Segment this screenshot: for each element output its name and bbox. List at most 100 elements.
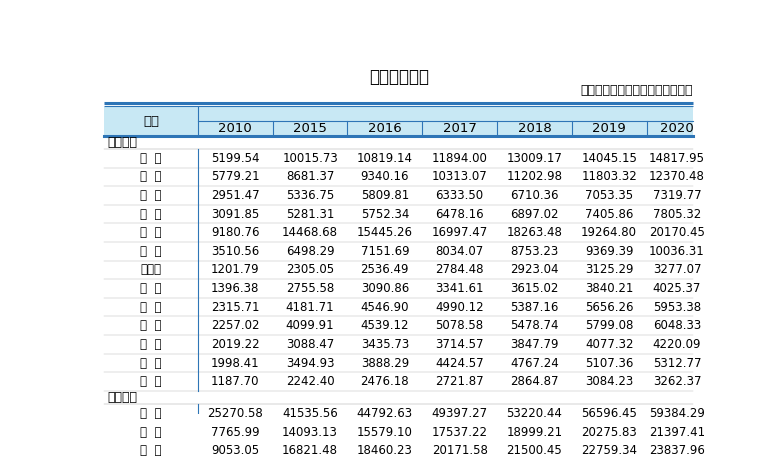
- Text: 21500.45: 21500.45: [506, 445, 562, 458]
- Text: 15445.26: 15445.26: [357, 226, 413, 239]
- Text: 5312.77: 5312.77: [653, 357, 701, 370]
- Text: 泰  州: 泰 州: [141, 357, 162, 370]
- Text: 镇  江: 镇 江: [141, 338, 162, 351]
- Text: 9180.76: 9180.76: [211, 226, 260, 239]
- Text: 1201.79: 1201.79: [211, 264, 260, 276]
- Text: 5809.81: 5809.81: [361, 189, 409, 202]
- Text: 17537.22: 17537.22: [432, 426, 488, 439]
- Text: 10015.73: 10015.73: [282, 152, 338, 165]
- Text: 10313.07: 10313.07: [432, 170, 488, 183]
- Text: 5107.36: 5107.36: [585, 357, 633, 370]
- Text: 扬  州: 扬 州: [141, 319, 162, 332]
- Text: 59384.29: 59384.29: [649, 407, 705, 420]
- Text: 常  州: 常 州: [141, 207, 162, 220]
- Text: 41535.56: 41535.56: [282, 407, 338, 420]
- Text: 6897.02: 6897.02: [510, 207, 559, 220]
- Text: 19264.80: 19264.80: [581, 226, 637, 239]
- Text: 2536.49: 2536.49: [361, 264, 409, 276]
- Text: 4220.09: 4220.09: [653, 338, 701, 351]
- Text: 3091.85: 3091.85: [211, 207, 259, 220]
- Text: 22759.34: 22759.34: [581, 445, 637, 458]
- Text: 5478.74: 5478.74: [510, 319, 559, 332]
- Text: 5281.31: 5281.31: [286, 207, 335, 220]
- Text: 21397.41: 21397.41: [649, 426, 705, 439]
- Text: 11202.98: 11202.98: [506, 170, 562, 183]
- Text: 2784.48: 2784.48: [436, 264, 484, 276]
- Text: 9053.05: 9053.05: [212, 445, 259, 458]
- Text: 2019: 2019: [592, 122, 626, 135]
- Text: 2305.05: 2305.05: [286, 264, 335, 276]
- Text: 苏  北: 苏 北: [141, 445, 162, 458]
- Text: 2019.22: 2019.22: [211, 338, 260, 351]
- Text: 3840.21: 3840.21: [585, 282, 633, 295]
- Text: 本表按当年价格计算，单位：亿元: 本表按当年价格计算，单位：亿元: [580, 85, 693, 98]
- Text: 2864.87: 2864.87: [510, 375, 559, 388]
- Text: 6478.16: 6478.16: [436, 207, 484, 220]
- Text: 25270.58: 25270.58: [208, 407, 263, 420]
- Text: 7319.77: 7319.77: [653, 189, 701, 202]
- Text: 3084.23: 3084.23: [585, 375, 633, 388]
- Text: 10036.31: 10036.31: [649, 245, 705, 258]
- Text: 苏  南: 苏 南: [141, 407, 162, 420]
- Text: 3615.02: 3615.02: [510, 282, 559, 295]
- Text: 4099.91: 4099.91: [286, 319, 335, 332]
- Text: 宿  迁: 宿 迁: [141, 375, 162, 388]
- Text: 2017: 2017: [443, 122, 477, 135]
- Text: 1187.70: 1187.70: [211, 375, 260, 388]
- Text: 7053.35: 7053.35: [585, 189, 633, 202]
- Text: 按区域分: 按区域分: [107, 391, 137, 404]
- Text: 3494.93: 3494.93: [286, 357, 335, 370]
- Text: 1396.38: 1396.38: [211, 282, 260, 295]
- Text: 49397.27: 49397.27: [432, 407, 488, 420]
- Text: 5078.58: 5078.58: [436, 319, 484, 332]
- Text: 2315.71: 2315.71: [211, 301, 260, 314]
- Text: 18263.48: 18263.48: [506, 226, 562, 239]
- Text: 20275.83: 20275.83: [581, 426, 637, 439]
- Text: 8753.23: 8753.23: [510, 245, 559, 258]
- Text: 5199.54: 5199.54: [211, 152, 260, 165]
- Text: 按地区分: 按地区分: [107, 136, 137, 149]
- Text: 3847.79: 3847.79: [510, 338, 559, 351]
- Text: 4767.24: 4767.24: [510, 357, 559, 370]
- Text: 3714.57: 3714.57: [436, 338, 484, 351]
- Text: 4025.37: 4025.37: [653, 282, 701, 295]
- Text: 地区: 地区: [143, 114, 159, 127]
- Text: 15579.10: 15579.10: [357, 426, 413, 439]
- Text: 2721.87: 2721.87: [436, 375, 484, 388]
- Text: 4546.90: 4546.90: [361, 301, 409, 314]
- Text: 18999.21: 18999.21: [506, 426, 562, 439]
- Text: 地区生产总值: 地区生产总值: [369, 68, 429, 86]
- Text: 苏  中: 苏 中: [141, 426, 162, 439]
- Text: 2010: 2010: [219, 122, 252, 135]
- Text: 5752.34: 5752.34: [361, 207, 409, 220]
- Text: 3435.73: 3435.73: [361, 338, 409, 351]
- Text: 10819.14: 10819.14: [357, 152, 413, 165]
- Text: 2020: 2020: [660, 122, 694, 135]
- Text: 3888.29: 3888.29: [361, 357, 409, 370]
- Text: 6498.29: 6498.29: [286, 245, 335, 258]
- Text: 44792.63: 44792.63: [357, 407, 413, 420]
- Text: 14468.68: 14468.68: [282, 226, 338, 239]
- Text: 11803.32: 11803.32: [581, 170, 637, 183]
- Text: 16997.47: 16997.47: [432, 226, 488, 239]
- Text: 9340.16: 9340.16: [361, 170, 409, 183]
- Text: 9369.39: 9369.39: [585, 245, 633, 258]
- Text: 3090.86: 3090.86: [361, 282, 409, 295]
- Text: 连云港: 连云港: [141, 264, 162, 276]
- Text: 3125.29: 3125.29: [585, 264, 633, 276]
- Text: 3341.61: 3341.61: [436, 282, 484, 295]
- Text: 2242.40: 2242.40: [286, 375, 335, 388]
- Text: 淮  安: 淮 安: [141, 282, 162, 295]
- Text: 56596.45: 56596.45: [581, 407, 637, 420]
- Text: 2476.18: 2476.18: [360, 375, 409, 388]
- Bar: [104, 106, 693, 135]
- Text: 6710.36: 6710.36: [510, 189, 559, 202]
- Text: 20170.45: 20170.45: [649, 226, 705, 239]
- Text: 4990.12: 4990.12: [436, 301, 484, 314]
- Text: 6048.33: 6048.33: [653, 319, 701, 332]
- Text: 无  锡: 无 锡: [141, 170, 162, 183]
- Text: 5387.16: 5387.16: [510, 301, 559, 314]
- Text: 南  通: 南 通: [141, 245, 162, 258]
- Text: 4539.12: 4539.12: [361, 319, 409, 332]
- Text: 2018: 2018: [517, 122, 552, 135]
